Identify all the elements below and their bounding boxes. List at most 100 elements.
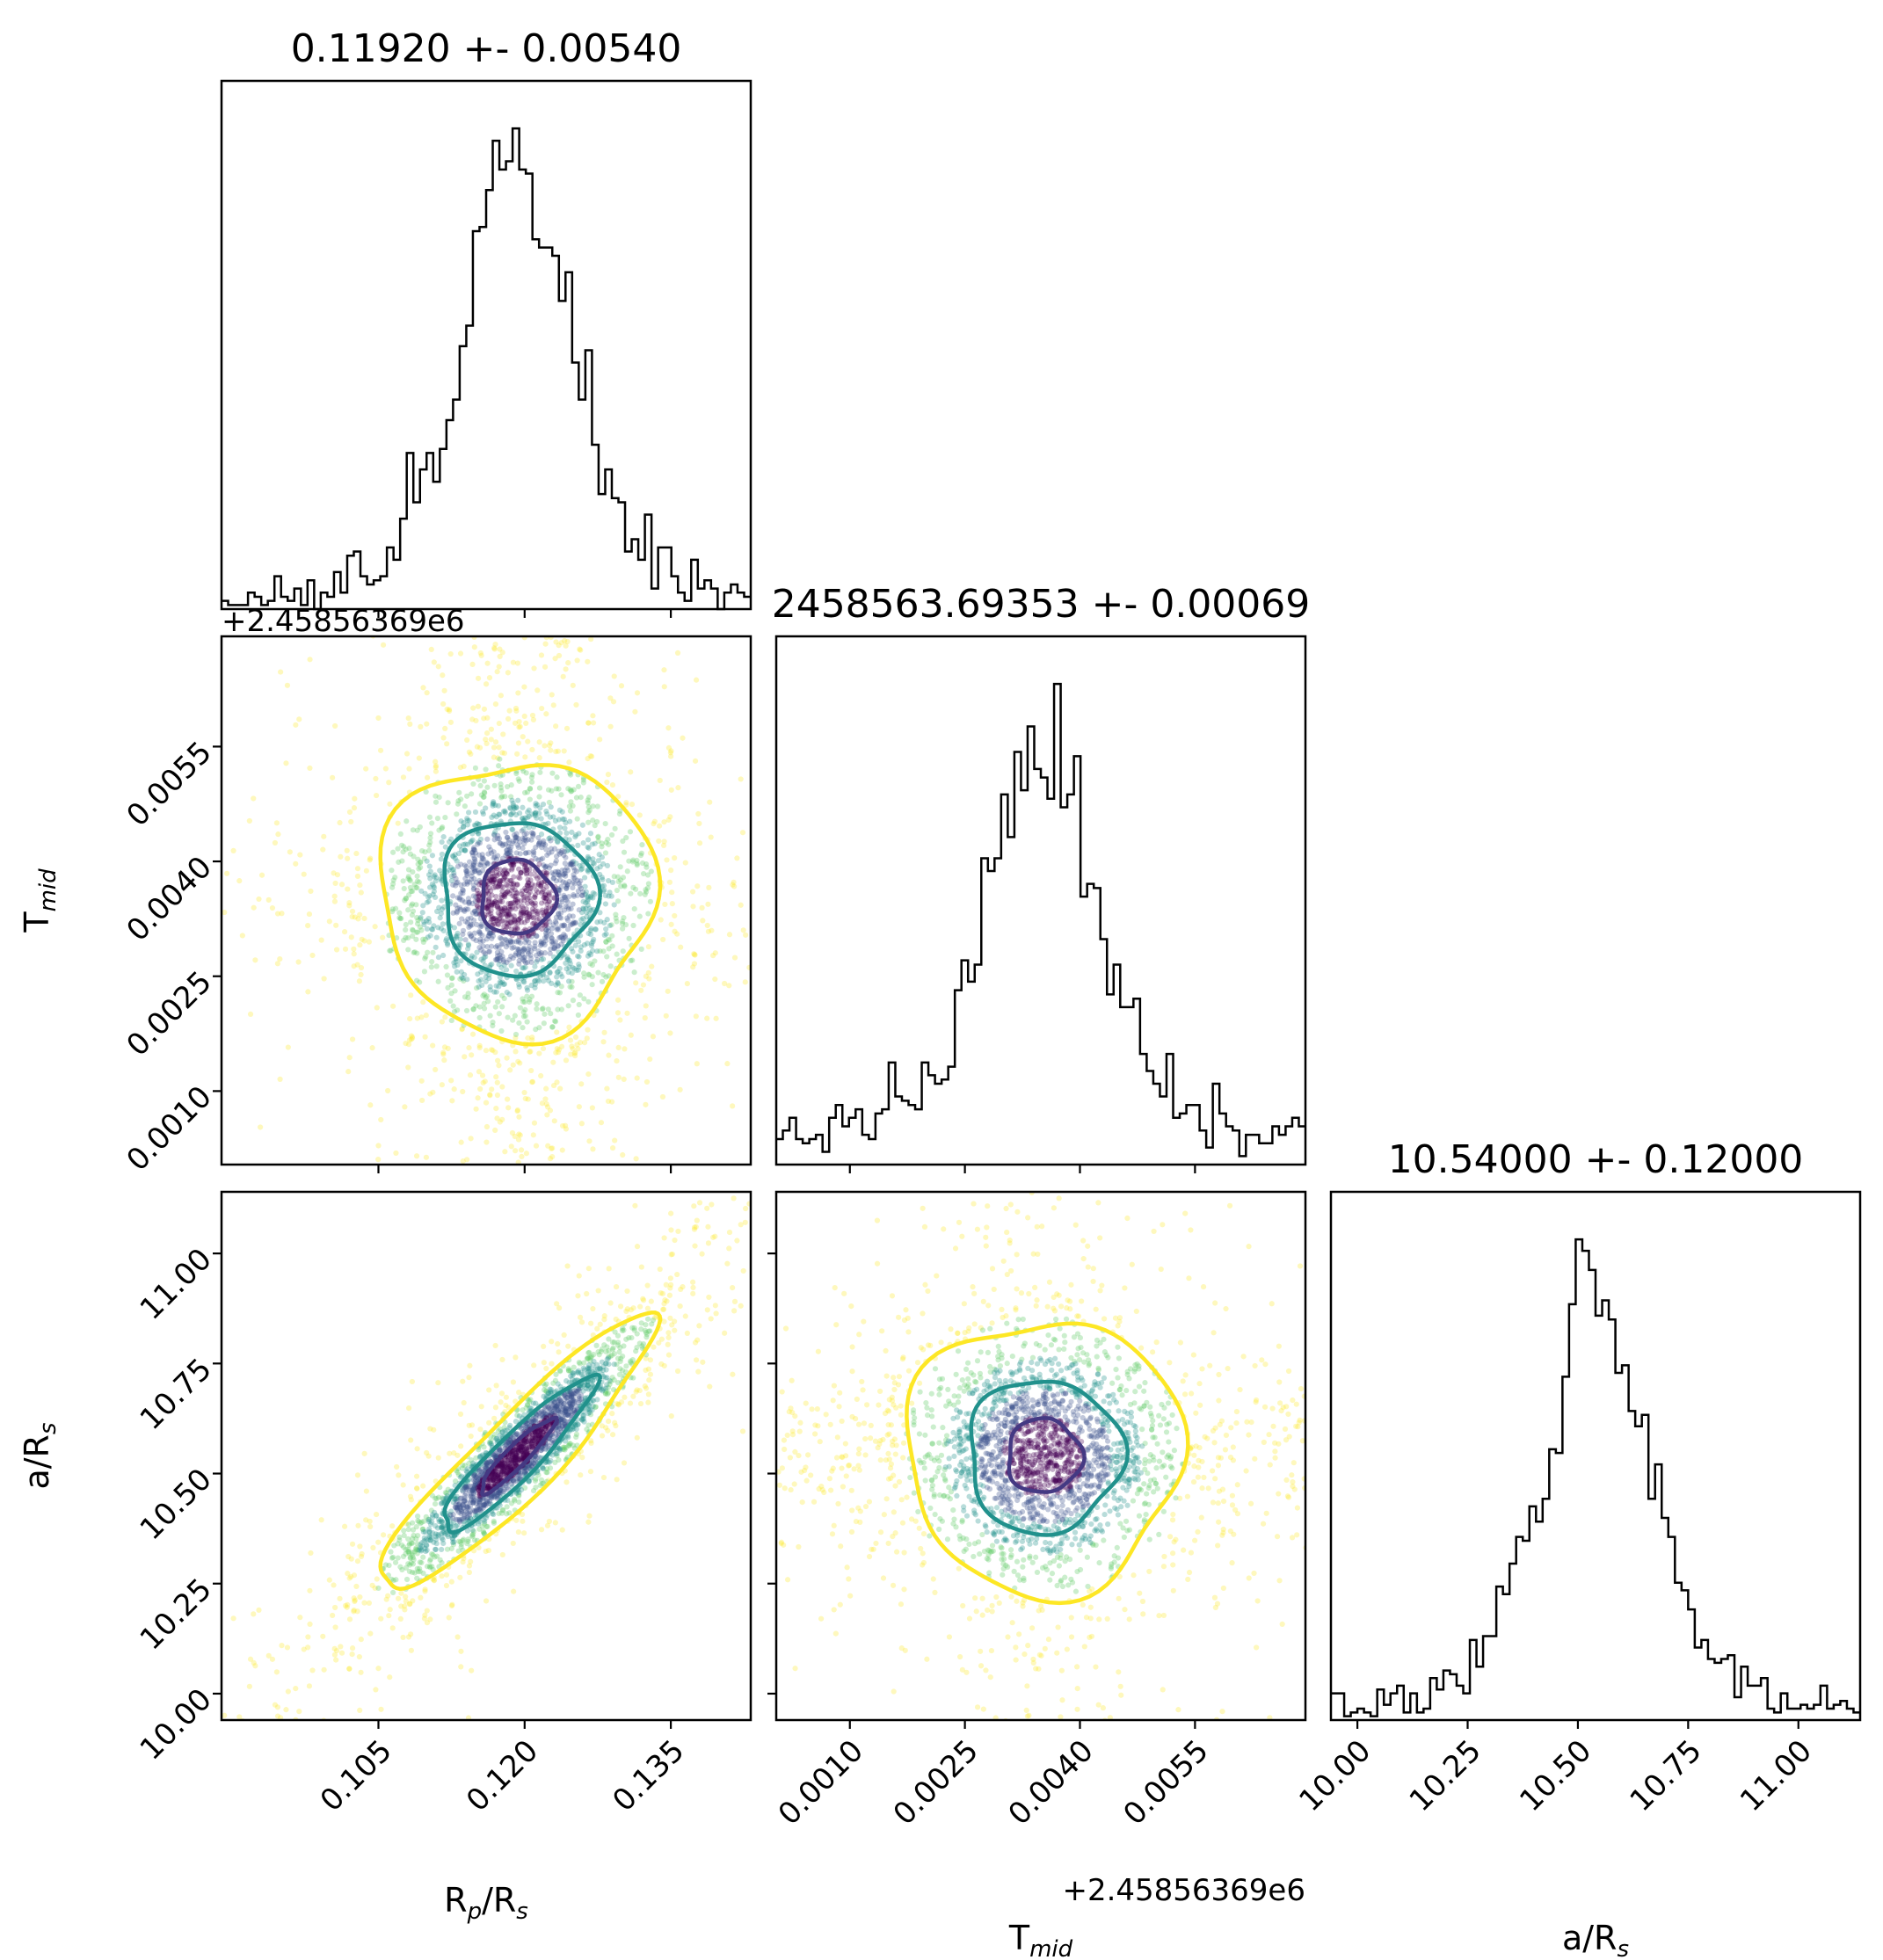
scatter-point	[420, 1483, 426, 1489]
scatter-point	[501, 1488, 507, 1494]
scatter-point	[236, 878, 243, 884]
scatter-point	[462, 847, 468, 853]
scatter-point	[578, 910, 585, 916]
scatter-point	[400, 1482, 406, 1488]
scatter-point	[608, 1352, 615, 1358]
scatter-point	[492, 1127, 498, 1134]
scatter-point	[426, 1564, 433, 1570]
scatter-point	[550, 875, 557, 881]
scatter-point	[531, 849, 537, 856]
scatter-point	[565, 660, 571, 666]
scatter-point	[411, 1557, 417, 1563]
scatter-point	[448, 1545, 454, 1552]
scatter-point	[488, 1441, 494, 1447]
scatter-point	[494, 835, 501, 842]
scatter-point	[307, 657, 313, 663]
scatter-point	[337, 819, 343, 826]
scatter-point	[508, 1500, 514, 1506]
scatter-point	[543, 896, 549, 902]
scatter-point	[565, 786, 571, 792]
scatter-point	[705, 1240, 712, 1246]
scatter-point	[646, 976, 652, 982]
scatter-point	[418, 927, 425, 933]
scatter-point	[528, 1463, 535, 1469]
scatter-point	[418, 864, 424, 871]
scatter-point	[357, 1707, 363, 1713]
scatter-point	[563, 880, 569, 886]
scatter-point	[555, 979, 561, 985]
scatter-point	[610, 1386, 617, 1393]
scatter-point	[566, 759, 572, 766]
scatter-point	[503, 870, 509, 876]
scatter-point	[579, 862, 585, 868]
scatter-point	[699, 1251, 705, 1257]
scatter-point	[521, 958, 527, 964]
scatter-point	[470, 861, 477, 868]
scatter-point	[497, 811, 503, 817]
scatter-point	[422, 890, 428, 897]
scatter-point	[499, 979, 505, 985]
scatter-point	[457, 942, 463, 948]
scatter-point	[680, 735, 686, 741]
scatter-point	[403, 934, 409, 940]
scatter-point	[439, 825, 445, 831]
scatter-point	[564, 1433, 571, 1439]
scatter-point	[524, 896, 531, 902]
scatter-point	[348, 1573, 354, 1580]
scatter-point	[504, 917, 510, 923]
scatter-point	[520, 978, 527, 984]
scatter-point	[447, 719, 454, 725]
scatter-point	[558, 897, 564, 903]
scatter-point	[265, 1652, 272, 1659]
scatter-point	[650, 1317, 657, 1324]
scatter-point	[388, 947, 394, 954]
scatter-point	[613, 915, 619, 921]
scatter-point	[536, 1050, 542, 1056]
scatter-point	[470, 1006, 476, 1013]
scatter-point	[491, 884, 497, 891]
scatter-point	[628, 1032, 634, 1038]
scatter-point	[527, 885, 534, 891]
scatter-point	[396, 1595, 402, 1601]
scatter-point	[527, 913, 533, 919]
scatter-point	[599, 1433, 606, 1439]
scatter-point	[515, 874, 521, 880]
scatter-point	[410, 933, 416, 940]
scatter-point	[622, 883, 628, 889]
scatter-point	[611, 1339, 617, 1346]
scatter-point	[576, 954, 582, 960]
scatter-point	[484, 943, 491, 950]
scatter-point	[491, 1518, 497, 1524]
scatter-point	[571, 1364, 577, 1370]
scatter-point	[567, 772, 574, 778]
scatter-point	[464, 879, 470, 885]
scatter-point	[395, 846, 401, 852]
scatter-point	[505, 670, 511, 676]
scatter-point	[544, 975, 550, 981]
scatter-point	[520, 934, 526, 940]
scatter-point	[629, 802, 636, 808]
scatter-point	[640, 1296, 646, 1302]
scatter-point	[588, 1440, 594, 1447]
scatter-point	[620, 918, 626, 925]
scatter-point	[692, 951, 698, 958]
scatter-point	[559, 1122, 566, 1129]
scatter-point	[594, 1325, 600, 1332]
scatter-point	[514, 882, 520, 888]
scatter-point	[576, 907, 582, 913]
scatter-point	[326, 1577, 332, 1583]
scatter-point	[424, 899, 430, 905]
scatter-point	[585, 893, 592, 899]
scatter-point	[283, 760, 289, 766]
scatter-point	[448, 991, 454, 997]
scatter-point	[435, 978, 441, 984]
scatter-point	[575, 1293, 581, 1299]
scatter-point	[575, 842, 581, 848]
scatter-point	[476, 1526, 483, 1532]
scatter-point	[561, 922, 567, 928]
scatter-point	[521, 840, 527, 847]
scatter-point	[596, 1352, 602, 1358]
scatter-point	[690, 1284, 696, 1290]
scatter-point	[496, 763, 502, 769]
scatter-point	[505, 715, 512, 722]
